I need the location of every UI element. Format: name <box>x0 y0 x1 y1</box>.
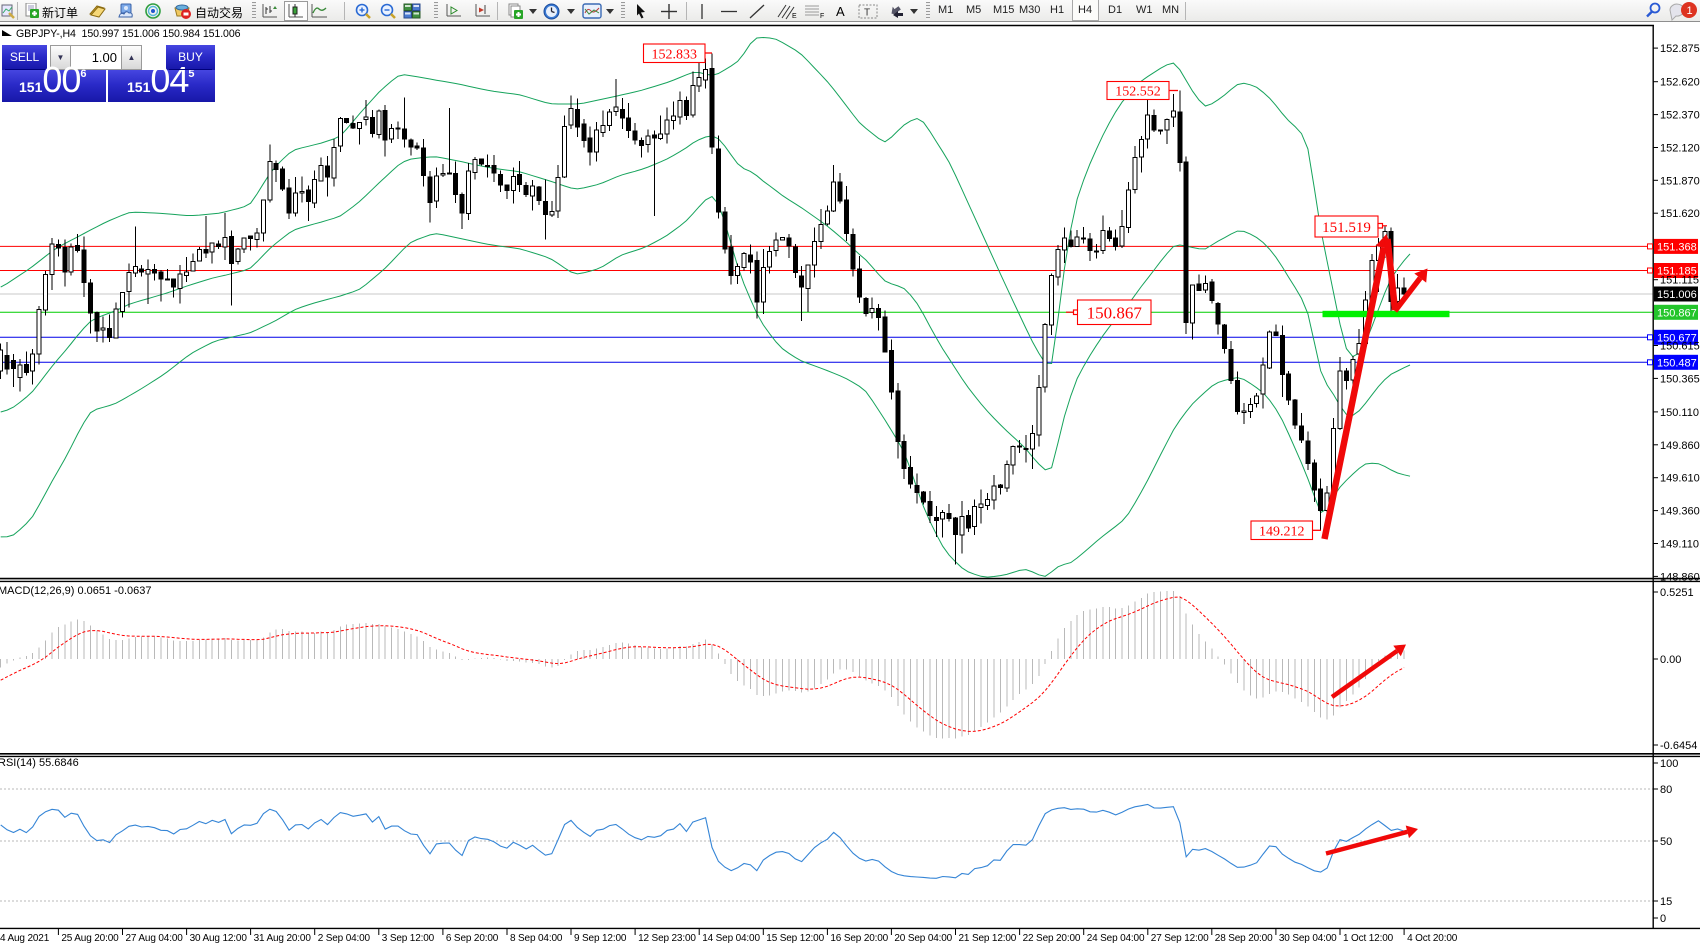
svg-text:0.5251: 0.5251 <box>1660 587 1694 599</box>
svg-text:9 Sep 12:00: 9 Sep 12:00 <box>574 933 627 944</box>
svg-text:RSI(14) 55.6846: RSI(14) 55.6846 <box>0 757 79 769</box>
svg-text:151.368: 151.368 <box>1657 241 1697 253</box>
svg-text:149.860: 149.860 <box>1660 440 1700 452</box>
svg-text:21 Sep 12:00: 21 Sep 12:00 <box>959 933 1017 944</box>
svg-text:149.610: 149.610 <box>1660 473 1700 485</box>
svg-text:F: F <box>820 13 824 20</box>
svg-text:150.867: 150.867 <box>1087 303 1143 322</box>
svg-text:E: E <box>792 13 797 20</box>
svg-text:15: 15 <box>1660 896 1672 908</box>
svg-text:150.615: 150.615 <box>1660 341 1700 353</box>
svg-text:MACD(12,26,9) 0.0651 -0.0637: MACD(12,26,9) 0.0651 -0.0637 <box>0 585 151 597</box>
svg-text:150.365: 150.365 <box>1660 373 1700 385</box>
svg-text:20 Sep 04:00: 20 Sep 04:00 <box>894 933 952 944</box>
svg-text:149.360: 149.360 <box>1660 506 1700 518</box>
svg-text:0.00: 0.00 <box>1660 654 1681 666</box>
svg-text:25 Aug 20:00: 25 Aug 20:00 <box>61 933 119 944</box>
svg-text:31 Aug 20:00: 31 Aug 20:00 <box>254 933 312 944</box>
svg-text:8 Sep 04:00: 8 Sep 04:00 <box>510 933 563 944</box>
svg-text:12 Sep 23:00: 12 Sep 23:00 <box>638 933 696 944</box>
svg-text:-0.6454: -0.6454 <box>1660 740 1697 752</box>
svg-text:152.875: 152.875 <box>1660 43 1700 55</box>
svg-text:151.519: 151.519 <box>1322 220 1371 236</box>
svg-text:152.370: 152.370 <box>1660 110 1700 122</box>
svg-text:6 Sep 20:00: 6 Sep 20:00 <box>446 933 499 944</box>
svg-text:150.487: 150.487 <box>1657 357 1697 369</box>
svg-text:150.867: 150.867 <box>1657 307 1697 319</box>
svg-text:148.860: 148.860 <box>1660 571 1700 583</box>
svg-text:22 Sep 20:00: 22 Sep 20:00 <box>1023 933 1081 944</box>
svg-text:4 Oct 20:00: 4 Oct 20:00 <box>1407 933 1458 944</box>
svg-text:30 Aug 12:00: 30 Aug 12:00 <box>190 933 248 944</box>
svg-text:0: 0 <box>1660 913 1666 925</box>
svg-text:151.620: 151.620 <box>1660 208 1700 220</box>
svg-text:2 Sep 04:00: 2 Sep 04:00 <box>318 933 371 944</box>
svg-text:151.115: 151.115 <box>1660 275 1699 287</box>
svg-text:50: 50 <box>1660 836 1672 848</box>
svg-text:15 Sep 12:00: 15 Sep 12:00 <box>766 933 824 944</box>
svg-text:149.212: 149.212 <box>1259 524 1305 539</box>
svg-text:152.620: 152.620 <box>1660 77 1700 89</box>
svg-text:151.006: 151.006 <box>1657 289 1697 301</box>
svg-text:150.110: 150.110 <box>1660 407 1699 419</box>
svg-text:28 Sep 20:00: 28 Sep 20:00 <box>1215 933 1273 944</box>
svg-text:152.120: 152.120 <box>1660 143 1700 155</box>
svg-text:GBPJPY-,H4 150.997 151.006 15: GBPJPY-,H4 150.997 151.006 150.984 151.0… <box>16 28 241 40</box>
svg-text:150.677: 150.677 <box>1657 332 1697 344</box>
svg-text:149.110: 149.110 <box>1660 539 1699 551</box>
svg-text:80: 80 <box>1660 784 1672 796</box>
svg-text:30 Sep 04:00: 30 Sep 04:00 <box>1279 933 1337 944</box>
svg-text:151.185: 151.185 <box>1657 266 1697 278</box>
svg-text:14 Sep 04:00: 14 Sep 04:00 <box>702 933 760 944</box>
svg-text:1 Oct 12:00: 1 Oct 12:00 <box>1343 933 1394 944</box>
svg-text:27 Aug 04:00: 27 Aug 04:00 <box>126 933 184 944</box>
svg-text:24 Sep 04:00: 24 Sep 04:00 <box>1087 933 1145 944</box>
svg-text:T: T <box>864 8 870 19</box>
svg-text:4 Aug 2021: 4 Aug 2021 <box>0 933 50 944</box>
svg-text:3 Sep 12:00: 3 Sep 12:00 <box>382 933 435 944</box>
svg-text:151.870: 151.870 <box>1660 175 1700 187</box>
svg-text:16 Sep 20:00: 16 Sep 20:00 <box>830 933 888 944</box>
svg-text:152.552: 152.552 <box>1115 85 1161 100</box>
svg-text:152.833: 152.833 <box>652 47 698 62</box>
svg-text:1: 1 <box>1687 5 1693 17</box>
svg-text:27 Sep 12:00: 27 Sep 12:00 <box>1151 933 1209 944</box>
svg-text:100: 100 <box>1660 758 1678 770</box>
